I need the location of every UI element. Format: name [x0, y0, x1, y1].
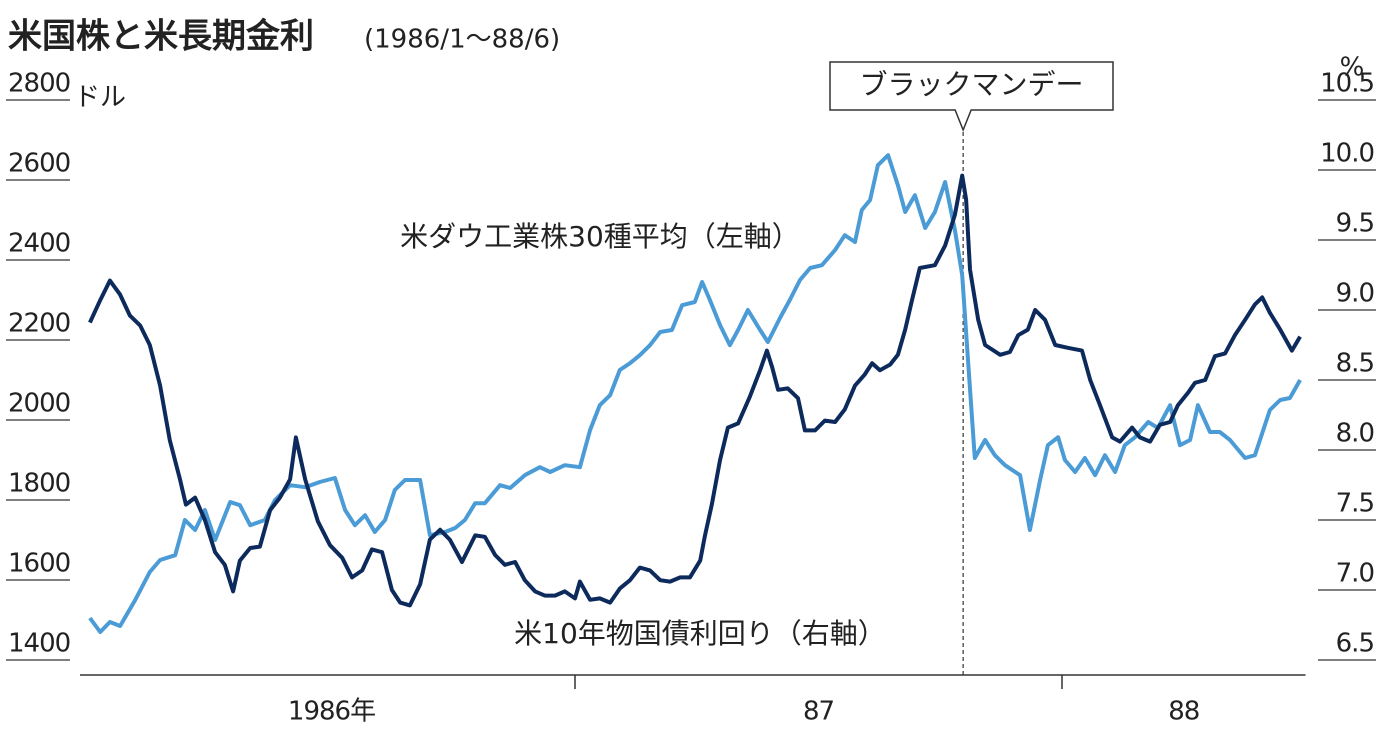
series-line	[88, 153, 1302, 634]
y2-tick-label: 6.5	[1336, 629, 1374, 659]
series-label: 米10年物国債利回り（右軸）	[514, 617, 886, 650]
y2-tick-label: 9.5	[1336, 209, 1374, 239]
y-tick-label: 1400	[8, 629, 70, 659]
y-tick-label: 2600	[8, 149, 70, 179]
chart-subtitle: (1986/1〜88/6)	[364, 25, 560, 55]
y-unit: ドル	[74, 83, 126, 113]
y-tick-label: 2400	[8, 229, 70, 259]
y-tick-label: 1600	[8, 549, 70, 579]
y2-tick-label: 9.0	[1336, 279, 1374, 309]
y-tick-label: 2800	[8, 69, 70, 99]
y2-tick-label: 7.5	[1336, 489, 1374, 519]
event-label: ブラックマンデー	[859, 68, 1083, 101]
event-callout	[829, 61, 1114, 133]
y2-tick-label: 8.5	[1336, 349, 1374, 379]
x-tick-label: 87	[803, 697, 834, 727]
y2-tick-label: 10.0	[1320, 139, 1374, 169]
x-tick-label: 1986年	[288, 697, 375, 727]
y2-unit: %	[1340, 53, 1365, 83]
y-tick-label: 2000	[8, 389, 70, 419]
y-tick-label: 1800	[8, 469, 70, 499]
y2-tick-label: 10.5	[1320, 69, 1374, 99]
series-label: 米ダウ工業株30種平均（左軸）	[400, 220, 800, 253]
y-tick-label: 2200	[8, 309, 70, 339]
chart-title: 米国株と米長期金利	[8, 17, 314, 57]
y2-tick-label: 8.0	[1336, 419, 1374, 449]
x-tick-label: 88	[1168, 697, 1199, 727]
series-line	[88, 173, 1302, 608]
y2-tick-label: 7.0	[1336, 559, 1374, 589]
